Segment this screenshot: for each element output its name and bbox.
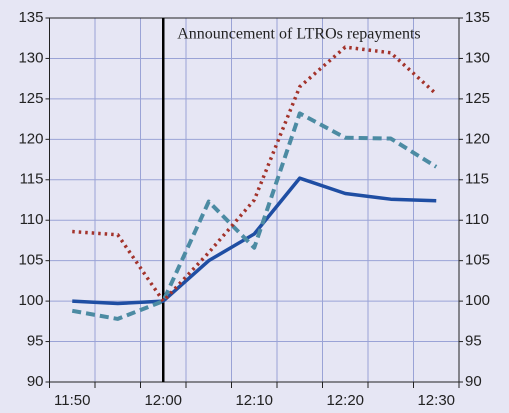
y2-tick-label: 95	[465, 333, 482, 350]
y-tick-label: 95	[27, 333, 44, 350]
y-tick-label: 110	[20, 211, 44, 228]
y-tick-label: 115	[20, 171, 44, 188]
y-tick-label: 105	[18, 252, 43, 269]
y2-tick-label: 110	[465, 211, 489, 228]
y2-tick-label: 135	[465, 9, 490, 26]
y-tick-label: 120	[18, 130, 43, 147]
x-tick-label: 12:30	[417, 392, 455, 409]
plot-frame	[49, 17, 460, 383]
y-tick-label: 100	[18, 292, 43, 309]
y-tick-label: 125	[18, 90, 43, 107]
x-tick-label: 12:20	[326, 392, 364, 409]
y-tick-label: 90	[27, 373, 44, 390]
series-line	[72, 176, 437, 306]
series-line	[72, 45, 438, 303]
x-tick-label: 12:00	[144, 392, 182, 409]
x-tick-label: 12:10	[235, 392, 273, 409]
x-tick-label: 11:50	[54, 392, 90, 409]
y2-tick-label: 130	[465, 49, 490, 66]
series-line	[71, 111, 438, 321]
y2-tick-label: 105	[465, 252, 490, 269]
y2-tick-label: 120	[465, 130, 490, 147]
y2-tick-label: 90	[465, 373, 482, 390]
y2-tick-label: 100	[465, 292, 490, 309]
y2-tick-label: 125	[465, 90, 490, 107]
y2-tick-label: 115	[465, 171, 489, 188]
annotation: Announcement of LTROs repayments	[177, 26, 420, 43]
y-tick-label: 135	[18, 9, 43, 26]
y-tick-label: 130	[18, 49, 43, 66]
